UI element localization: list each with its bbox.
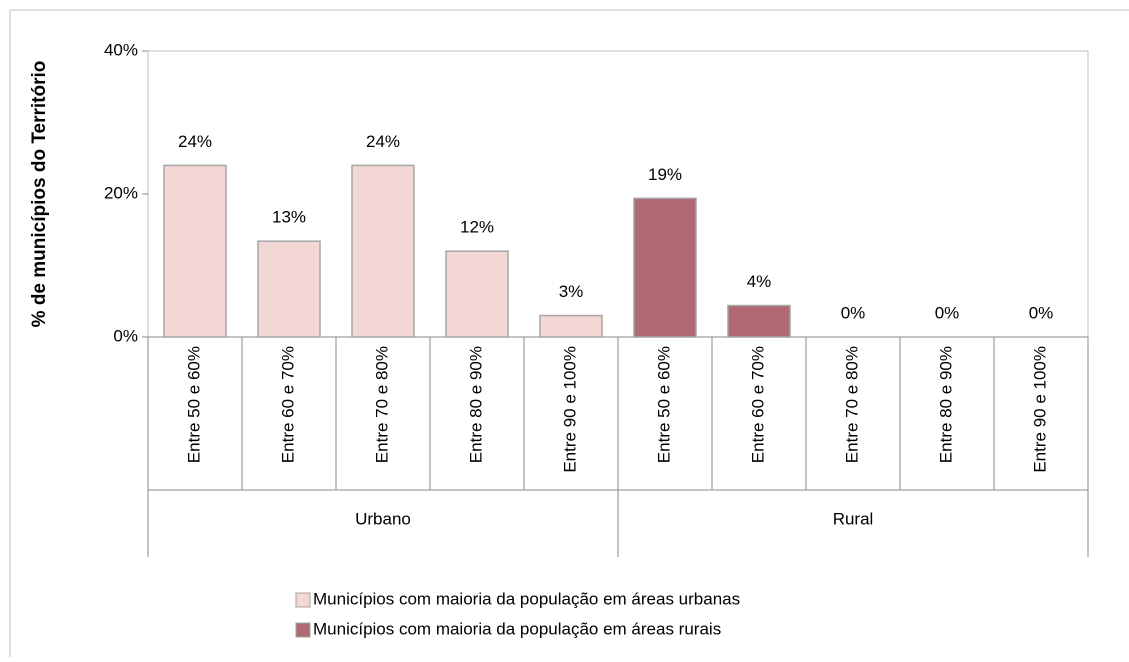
x-tick-label: Entre 70 e 80% — [372, 346, 391, 463]
data-label: 3% — [559, 282, 584, 301]
bar — [257, 240, 321, 338]
y-tick-label: 0% — [113, 326, 138, 345]
bar — [727, 304, 791, 338]
legend-label: Municípios com maioria da população em á… — [313, 619, 721, 638]
y-tick-label: 40% — [104, 40, 138, 59]
x-tick-label: Entre 80 e 90% — [936, 346, 955, 463]
data-label: 12% — [460, 218, 494, 237]
data-label: 24% — [366, 132, 400, 151]
group-label: Urbano — [355, 509, 411, 528]
data-label: 0% — [1029, 303, 1054, 322]
x-tick-label: Entre 90 e 100% — [1030, 346, 1049, 473]
data-label: 0% — [935, 303, 960, 322]
data-label: 13% — [272, 208, 306, 227]
data-label: 4% — [747, 272, 772, 291]
y-axis-label: % de municípios do Território — [29, 61, 50, 328]
x-tick-label: Entre 80 e 90% — [466, 346, 485, 463]
x-tick-label: Entre 70 e 80% — [842, 346, 861, 463]
y-tick-label: 20% — [104, 183, 138, 202]
x-tick-label: Entre 60 e 70% — [748, 346, 767, 463]
legend-swatch — [295, 622, 311, 638]
x-tick-label: Entre 50 e 60% — [654, 346, 673, 463]
legend-label: Municípios com maioria da população em á… — [313, 589, 740, 608]
bar — [445, 250, 509, 338]
data-label: 19% — [648, 165, 682, 184]
bar — [351, 164, 415, 338]
bar — [633, 197, 697, 338]
x-tick-label: Entre 50 e 60% — [184, 346, 203, 463]
bar — [539, 314, 603, 338]
group-label: Rural — [833, 509, 874, 528]
bar — [163, 164, 227, 338]
data-label: 24% — [178, 132, 212, 151]
x-tick-label: Entre 60 e 70% — [278, 346, 297, 463]
legend-swatch — [295, 592, 311, 608]
data-label: 0% — [841, 303, 866, 322]
x-tick-label: Entre 90 e 100% — [560, 346, 579, 473]
